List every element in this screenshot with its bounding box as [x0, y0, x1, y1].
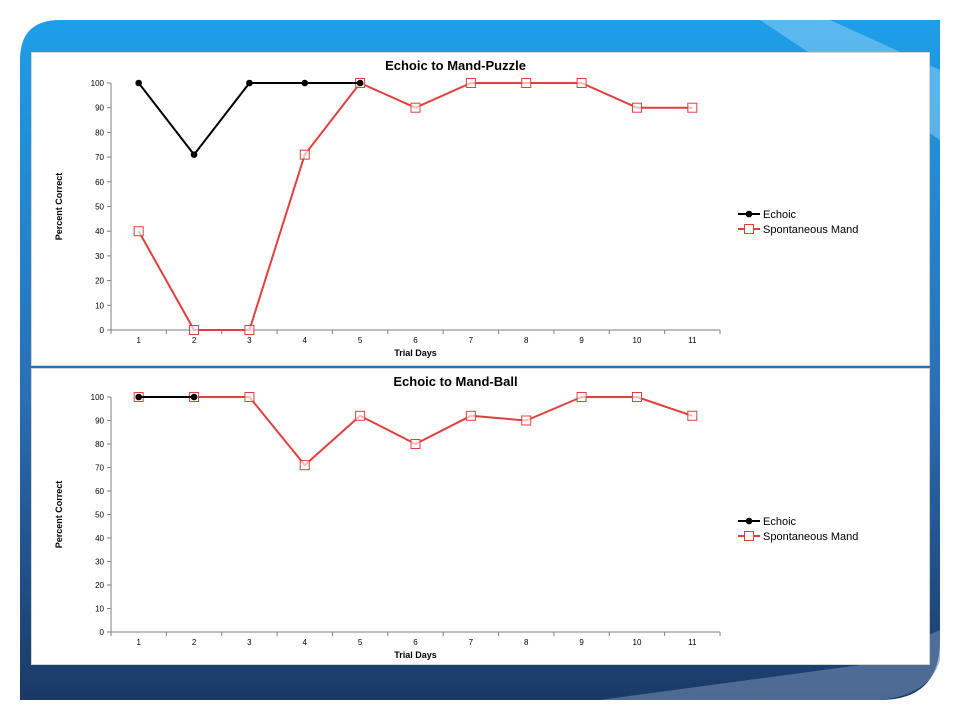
- x-axis-label: Trial Days: [394, 650, 437, 660]
- y-tick-label: 40: [95, 227, 104, 236]
- y-tick-label: 70: [95, 464, 104, 473]
- chart-title: Echoic to Mand-Puzzle: [385, 58, 526, 73]
- chart-panel-ball: Echoic to Mand-Ball 0 10 20 30 40 50 60 70 80 90 10…: [31, 368, 930, 665]
- x-tick-label: 9: [579, 336, 584, 345]
- data-point-spontaneous-mand: [299, 460, 310, 471]
- data-point-echoic: [356, 79, 364, 87]
- x-tick-label: 1: [136, 638, 141, 647]
- data-point-spontaneous-mand: [465, 78, 476, 88]
- x-tick-label: 11: [688, 638, 697, 647]
- data-point-echoic: [246, 79, 253, 87]
- x-tick-label: 7: [469, 638, 474, 647]
- y-axis-label: Percent Correct: [54, 173, 64, 241]
- slide-accent-stripe-bottom: [600, 630, 940, 700]
- data-point-spontaneous-mand: [631, 102, 642, 113]
- x-tick-label: 5: [358, 336, 363, 345]
- y-tick-label: 10: [95, 605, 104, 614]
- x-axis-label: Trial Days: [394, 348, 437, 358]
- data-point-spontaneous-mand: [576, 78, 587, 88]
- x-tick-label: 2: [192, 336, 197, 345]
- y-tick-label: 80: [95, 128, 104, 137]
- data-point-echoic: [135, 393, 142, 401]
- legend-marker-spontaneous-mand: [744, 224, 754, 234]
- legend-label-echoic: Echoic: [763, 516, 797, 528]
- data-point-spontaneous-mand: [299, 149, 310, 160]
- y-tick-label: 60: [95, 178, 104, 187]
- y-tick-label: 70: [95, 153, 104, 162]
- x-tick-label: 8: [524, 336, 529, 345]
- y-tick-label: 30: [95, 252, 104, 261]
- y-tick-label: 100: [91, 79, 105, 88]
- x-tick-label: 6: [413, 336, 418, 345]
- data-point-spontaneous-mand: [687, 410, 698, 421]
- data-point-echoic: [301, 79, 309, 87]
- y-tick-label: 20: [95, 277, 104, 286]
- y-tick-label: 100: [91, 393, 105, 402]
- legend-label-spontaneous-mand: Spontaneous Mand: [763, 224, 858, 236]
- data-point-spontaneous-mand: [631, 392, 642, 402]
- data-point-spontaneous-mand: [189, 325, 200, 335]
- slide-accent-stripe-top: [440, 20, 940, 140]
- x-tick-label: 3: [247, 638, 252, 647]
- legend-label-spontaneous-mand: Spontaneous Mand: [763, 531, 858, 543]
- y-tick-label: 90: [95, 417, 104, 426]
- legend-label-echoic: Echoic: [763, 209, 797, 221]
- x-tick-label: 6: [413, 638, 418, 647]
- y-tick-label: 90: [95, 104, 104, 113]
- x-tick-label: 10: [633, 336, 642, 345]
- data-point-spontaneous-mand: [687, 102, 698, 113]
- x-tick-label: 7: [469, 336, 474, 345]
- data-point-spontaneous-mand: [521, 78, 532, 88]
- legend-marker-spontaneous-mand: [744, 531, 754, 541]
- y-tick-label: 0: [100, 628, 105, 637]
- y-tick-label: 50: [95, 511, 104, 520]
- series-line-echoic: [137, 82, 361, 156]
- y-tick-label: 60: [95, 487, 104, 496]
- legend-marker-echoic: [745, 517, 753, 525]
- x-tick-label: 4: [303, 336, 308, 345]
- chart-panel-puzzle: Echoic to Mand-Puzzle 0 10 20 30 40 50 60 70 80 90…: [31, 52, 930, 366]
- chart-title: Echoic to Mand-Ball: [393, 374, 517, 389]
- x-tick-label: 5: [358, 638, 363, 647]
- data-point-spontaneous-mand: [576, 392, 587, 402]
- y-tick-label: 20: [95, 581, 104, 590]
- legend-marker-echoic: [745, 210, 753, 218]
- data-point-spontaneous-mand: [521, 415, 532, 426]
- data-point-echoic: [190, 393, 198, 401]
- y-axis-label: Percent Correct: [54, 481, 64, 549]
- x-tick-label: 2: [192, 638, 197, 647]
- y-tick-label: 50: [95, 203, 104, 212]
- data-point-spontaneous-mand: [133, 226, 144, 237]
- y-tick-label: 0: [100, 326, 105, 335]
- data-point-spontaneous-mand: [410, 102, 421, 113]
- x-tick-label: 4: [303, 638, 308, 647]
- data-point-spontaneous-mand: [244, 392, 255, 402]
- chart-ball: Echoic to Mand-Ball 0 10 20 30 40 50 60 70 80 90 10…: [54, 374, 858, 660]
- data-point-spontaneous-mand: [465, 410, 476, 421]
- series-line-spontaneous-mand: [138, 396, 693, 467]
- y-tick-label: 30: [95, 558, 104, 567]
- data-point-spontaneous-mand: [410, 439, 421, 449]
- x-tick-label: 9: [579, 638, 584, 647]
- data-point-spontaneous-mand: [244, 325, 255, 335]
- y-tick-label: 10: [95, 301, 104, 310]
- data-point-echoic: [135, 79, 142, 87]
- x-tick-label: 8: [524, 638, 529, 647]
- chart-puzzle: Echoic to Mand-Puzzle 0 10 20 30 40 50 60 70 80 90…: [54, 58, 858, 358]
- data-point-echoic: [190, 151, 198, 158]
- y-tick-label: 80: [95, 440, 104, 449]
- data-point-spontaneous-mand: [355, 410, 366, 421]
- x-tick-label: 11: [688, 336, 697, 345]
- y-tick-label: 40: [95, 534, 104, 543]
- x-tick-label: 1: [136, 336, 141, 345]
- x-tick-label: 10: [633, 638, 642, 647]
- x-tick-label: 3: [247, 336, 252, 345]
